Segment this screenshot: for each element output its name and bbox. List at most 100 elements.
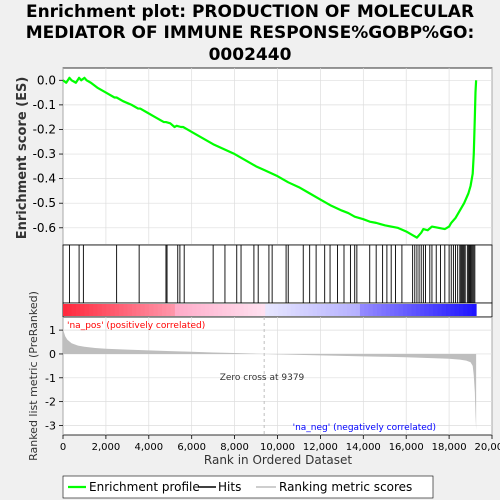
- x-tick-label: 2,000: [92, 442, 121, 453]
- band-cell: [385, 304, 391, 316]
- band-cell: [329, 304, 335, 316]
- hits-panel: [62, 244, 493, 304]
- band-cell: [398, 304, 404, 316]
- band-cell: [260, 304, 266, 316]
- band-cell: [239, 304, 245, 316]
- metric-y-tick-label: -3: [45, 419, 56, 432]
- legend-metric-label: Ranking metric scores: [279, 480, 412, 494]
- chart-title-line-2: MEDIATOR OF IMMUNE RESPONSE%GOBP%GO:: [25, 23, 475, 43]
- band-cell: [390, 304, 395, 316]
- band-cell: [75, 304, 81, 316]
- band-cell: [450, 304, 456, 316]
- hits-area: [62, 244, 493, 304]
- es-y-tick-label: -0.6: [33, 221, 56, 235]
- x-tick-label: 14,000: [346, 442, 381, 453]
- x-tick-label: 4,000: [134, 442, 163, 453]
- band-cell: [415, 304, 421, 316]
- band-cell: [144, 304, 150, 316]
- band-cell: [278, 304, 283, 316]
- metric-panel: 'na_pos' (positively correlated) Zero cr…: [27, 291, 500, 467]
- band-cell: [170, 304, 176, 316]
- band-cell: [179, 304, 184, 316]
- band-cell: [252, 304, 258, 316]
- band-cell: [157, 304, 163, 316]
- es-panel: 0.0 -0.1 -0.2 -0.3 -0.4 -0.5 -0.6 Enrichment s…: [15, 67, 493, 246]
- band-cell: [286, 304, 292, 316]
- band-cell: [394, 304, 400, 316]
- band-cell: [359, 304, 365, 316]
- band-cell: [114, 304, 120, 316]
- band-cell: [463, 304, 469, 316]
- legend: Enrichment profile Hits Ranking metric s…: [62, 475, 434, 499]
- band-cell: [351, 304, 357, 316]
- band-cell: [196, 304, 202, 316]
- band-cell: [222, 304, 228, 316]
- band-cell: [71, 304, 77, 316]
- band-cell: [265, 304, 271, 316]
- band-cell: [200, 304, 206, 316]
- ranking-color-band: [62, 302, 493, 318]
- band-cell: [88, 304, 94, 316]
- band-cell: [123, 304, 129, 316]
- band-cell: [377, 304, 382, 316]
- band-cell: [235, 304, 240, 316]
- band-cell: [80, 304, 86, 316]
- metric-y-tick-label: 1: [49, 324, 56, 337]
- metric-y-axis-label: Ranked list metric (PreRanked): [27, 291, 40, 461]
- band-cell: [174, 304, 180, 316]
- metric-y-tick-label: -1: [45, 372, 56, 385]
- ranking-metric-area: [63, 327, 477, 431]
- es-y-tick-label: -0.4: [33, 172, 56, 186]
- band-cell: [402, 304, 408, 316]
- band-cell: [424, 304, 430, 316]
- band-cell: [420, 304, 425, 316]
- metric-y-tick-label: -2: [45, 396, 56, 409]
- band-cell: [458, 304, 464, 316]
- band-cell: [295, 304, 301, 316]
- band-cell: [183, 304, 189, 316]
- na-pos-label: 'na_pos' (positively correlated): [67, 321, 205, 331]
- band-cell: [428, 304, 434, 316]
- band-cell: [299, 304, 305, 316]
- legend-hits-label: Hits: [218, 480, 241, 494]
- enrichment-profile-line: [62, 76, 478, 239]
- band-cell: [446, 304, 451, 316]
- band-cell: [101, 304, 107, 316]
- band-cell: [381, 304, 387, 316]
- x-axis-label: Rank in Ordered Dataset: [204, 453, 352, 467]
- band-cell: [187, 304, 193, 316]
- band-cell: [230, 304, 236, 316]
- band-cell: [118, 304, 124, 316]
- band-cell: [347, 304, 352, 316]
- band-cell: [282, 304, 288, 316]
- es-y-tick-label: -0.3: [33, 147, 56, 161]
- band-cell: [63, 304, 68, 316]
- x-tick-label: 20,000: [475, 442, 500, 453]
- band-cell: [334, 304, 339, 316]
- band-cell: [441, 304, 447, 316]
- band-cell: [368, 304, 374, 316]
- band-cell: [209, 304, 215, 316]
- band-cell: [149, 304, 154, 316]
- x-tick-label: 0: [60, 442, 66, 453]
- band-cell: [106, 304, 111, 316]
- band-cell: [316, 304, 322, 316]
- band-cell: [213, 304, 219, 316]
- x-tick-label: 8,000: [220, 442, 249, 453]
- band-cell: [67, 304, 73, 316]
- band-cell: [269, 304, 275, 316]
- es-y-tick-label: -0.2: [33, 122, 56, 136]
- es-y-tick-label: 0.0: [37, 73, 56, 87]
- band-cell: [93, 304, 98, 316]
- band-cell: [312, 304, 318, 316]
- band-cell: [407, 304, 413, 316]
- es-y-tick-label: -0.5: [33, 196, 56, 210]
- band-cell: [110, 304, 116, 316]
- band-cell: [325, 304, 331, 316]
- band-cell: [364, 304, 370, 316]
- band-cell: [161, 304, 167, 316]
- legend-box: [62, 475, 434, 499]
- band-cell: [226, 304, 232, 316]
- band-cell: [140, 304, 146, 316]
